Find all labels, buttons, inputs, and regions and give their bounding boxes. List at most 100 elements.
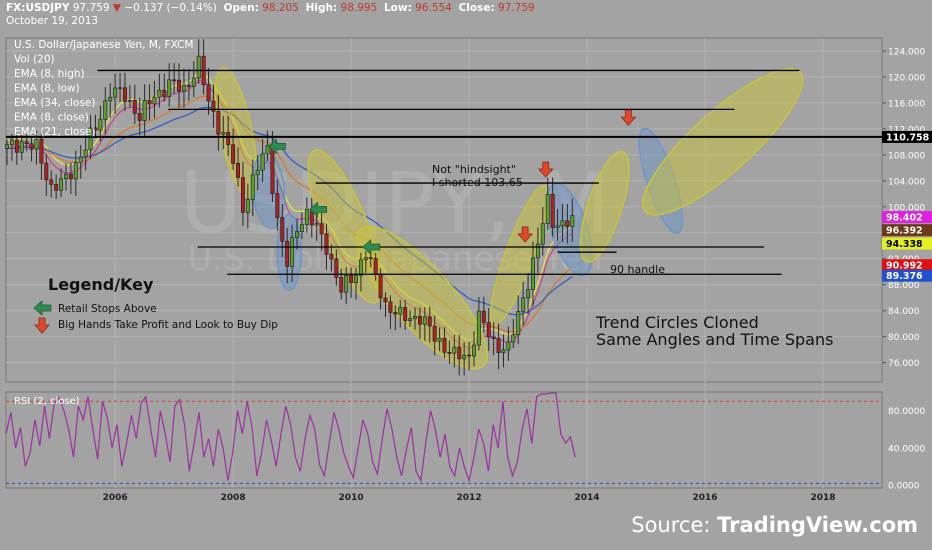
study-legend: U.S. Dollar/Japanese Yen, M, FXCM Vol (20… bbox=[14, 39, 193, 138]
candle bbox=[496, 338, 501, 353]
price-tag-label: 94.338 bbox=[886, 239, 923, 250]
candle bbox=[167, 79, 172, 97]
candle bbox=[432, 325, 437, 342]
candle bbox=[226, 132, 231, 146]
low-value: 96.554 bbox=[415, 2, 452, 14]
candle bbox=[59, 178, 64, 191]
candle bbox=[250, 174, 255, 200]
open-value: 98.205 bbox=[262, 2, 299, 14]
candle bbox=[186, 85, 191, 87]
legend-key: Legend/Key Retail Stops Above Big Hands Ta… bbox=[33, 275, 278, 334]
candle bbox=[422, 316, 427, 325]
green-left-arrow-icon bbox=[267, 138, 286, 155]
candle bbox=[132, 100, 137, 114]
candle bbox=[118, 87, 123, 90]
candle bbox=[521, 297, 526, 312]
candle bbox=[393, 312, 398, 315]
price-tag bbox=[882, 259, 932, 272]
candle bbox=[275, 193, 280, 218]
candle bbox=[5, 144, 9, 149]
note-trend-line1: Trend Circles Cloned bbox=[595, 313, 759, 332]
price-tick-label: 124.000 bbox=[888, 47, 925, 57]
note-90-handle: 90 handle bbox=[610, 263, 665, 276]
price-tag-label: 110.758 bbox=[886, 132, 930, 143]
candle bbox=[231, 144, 236, 164]
candle bbox=[329, 253, 334, 260]
candle bbox=[378, 273, 383, 299]
candle bbox=[506, 341, 511, 351]
study-legend-item: EMA (34, close) bbox=[14, 97, 96, 109]
price-tag-label: 90.992 bbox=[886, 261, 923, 272]
candle bbox=[535, 243, 540, 259]
trend-circle bbox=[214, 66, 258, 198]
price-tick-label: 112.000 bbox=[888, 125, 925, 135]
price-tag bbox=[882, 224, 932, 237]
price-change: −0.137 (−0.14%) bbox=[124, 2, 217, 14]
candle bbox=[363, 257, 368, 261]
candle bbox=[476, 310, 481, 346]
candle bbox=[221, 132, 226, 135]
candle bbox=[467, 354, 472, 357]
note-shorted: I shorted 103.65 bbox=[432, 176, 523, 189]
price-tag-label: 98.402 bbox=[886, 213, 923, 224]
candle bbox=[245, 198, 250, 213]
open-label: Open: bbox=[223, 2, 259, 14]
price-tag bbox=[882, 130, 932, 143]
candle bbox=[196, 55, 201, 79]
candle bbox=[88, 127, 93, 151]
candles bbox=[5, 39, 575, 376]
header-date: October 19, 2013 bbox=[6, 15, 99, 27]
candle bbox=[319, 223, 324, 235]
candle bbox=[349, 275, 354, 283]
red-down-arrow-icon bbox=[34, 317, 50, 334]
candle bbox=[501, 349, 506, 353]
candle bbox=[39, 138, 44, 164]
candle bbox=[442, 337, 447, 353]
support-resistance-lines bbox=[6, 69, 882, 275]
candle bbox=[14, 139, 19, 153]
source-credit: Source: TradingView.com bbox=[631, 513, 918, 537]
trend-circle bbox=[642, 68, 804, 216]
candle bbox=[93, 127, 98, 131]
candle bbox=[103, 100, 108, 120]
high-value: 98.995 bbox=[340, 2, 378, 14]
candle bbox=[181, 85, 186, 92]
green-left-arrow-icon bbox=[309, 201, 328, 218]
candle bbox=[324, 233, 329, 255]
candle bbox=[550, 193, 555, 228]
candle bbox=[152, 96, 157, 105]
close-value: 97.759 bbox=[498, 2, 535, 14]
study-legend-item: EMA (8, close) bbox=[14, 112, 89, 124]
candle bbox=[78, 156, 83, 163]
candle bbox=[358, 259, 363, 276]
candle bbox=[162, 89, 167, 97]
price-tick-label: 120.000 bbox=[888, 73, 925, 83]
legend-key-item-bighands: Big Hands Take Profit and Look to Buy Di… bbox=[58, 319, 278, 331]
candle bbox=[68, 173, 73, 180]
change-arrow-icon: ▼ bbox=[112, 2, 121, 14]
rsi-tick-label: 0.0000 bbox=[888, 482, 920, 492]
candle bbox=[511, 334, 516, 343]
candle bbox=[285, 240, 290, 267]
candle bbox=[64, 173, 68, 180]
time-tick-label: 2018 bbox=[810, 493, 835, 503]
time-tick-label: 2012 bbox=[457, 493, 482, 503]
time-tick-label: 2008 bbox=[221, 493, 246, 503]
candle bbox=[545, 193, 550, 224]
low-label: Low: bbox=[383, 2, 412, 14]
price-tick-label: 88.000 bbox=[888, 281, 920, 291]
candle bbox=[560, 220, 565, 227]
candle bbox=[108, 96, 113, 102]
candle bbox=[383, 297, 388, 303]
candle bbox=[299, 224, 304, 232]
candle bbox=[265, 145, 270, 155]
price-tick-label: 108.000 bbox=[888, 151, 925, 161]
candle bbox=[413, 316, 417, 319]
candle bbox=[255, 169, 260, 176]
trend-circle bbox=[355, 225, 489, 370]
symbol: FX:USDJPY bbox=[6, 2, 70, 14]
candle bbox=[113, 87, 118, 98]
candle bbox=[290, 237, 295, 267]
